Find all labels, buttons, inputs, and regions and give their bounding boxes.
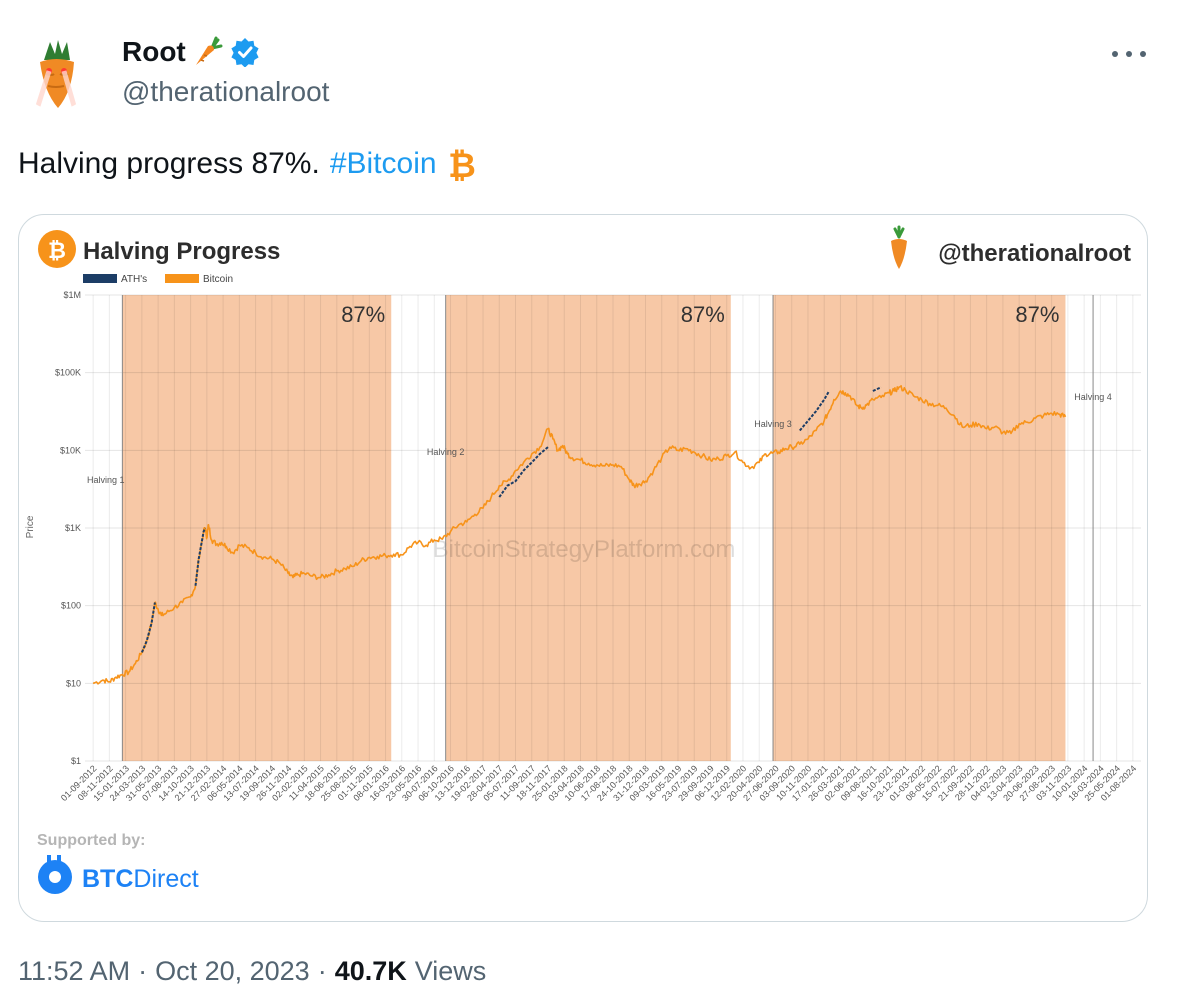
carrot-watermark-icon (891, 225, 907, 269)
carrot-avatar-icon (35, 40, 77, 108)
views-count: 40.7K (334, 956, 407, 986)
post-date[interactable]: Oct 20, 2023 (155, 956, 310, 986)
halving-label: Halving 3 (754, 419, 792, 429)
legend-swatch (83, 274, 117, 283)
bitcoin-logo-glyph: ₿ (48, 239, 66, 264)
views-label: Views (414, 956, 487, 986)
y-axis: $1 $10 $100 $1K $10K $100K $1M (55, 290, 81, 766)
progress-band-label: 87% (681, 302, 725, 327)
y-axis-label: Price (25, 515, 36, 538)
progress-band-label: 87% (341, 302, 385, 327)
tweet-text: Halving progress 87%. #Bitcoin ₿ (18, 146, 477, 182)
legend-swatch (165, 274, 199, 283)
more-dot (1126, 51, 1132, 57)
bitcoin-series-line (92, 385, 1067, 685)
tweet-metadata: 11:52 AM · Oct 20, 2023 · 40.7K Views (18, 956, 486, 987)
y-tick-label: $100 (61, 601, 81, 611)
bitcoin-logo-icon (38, 230, 76, 268)
watermark-handle: @therationalroot (938, 240, 1131, 267)
btcdirect-logo-icon (38, 855, 72, 894)
legend-label: Bitcoin (203, 274, 233, 285)
handle[interactable]: @therationalroot (122, 76, 330, 107)
ath-series-segment (872, 386, 882, 392)
hashtag-link[interactable]: #Bitcoin (329, 147, 437, 180)
x-axis: 01-09-201208-11-201215-01-201324-03-2013… (59, 763, 1138, 803)
legend-label: ATH's (121, 274, 147, 285)
avatar[interactable] (18, 34, 94, 110)
tweet-body: Halving progress 87%. (18, 147, 320, 180)
chart-grid (85, 294, 1141, 762)
ath-series-segment (498, 446, 549, 498)
author-name-row[interactable]: Root (122, 36, 260, 68)
halving-markers: Halving 1 Halving 2 Halving 3 Halving 4 (87, 295, 1112, 761)
ath-series-segment (140, 602, 156, 653)
progress-band-label: 87% (1015, 302, 1059, 327)
sponsor-suffix: Direct (133, 865, 198, 893)
more-options-icon[interactable] (1112, 44, 1146, 64)
progress-band (122, 295, 392, 761)
display-name[interactable]: Root (122, 36, 186, 67)
chart-series (92, 385, 1067, 685)
ath-series-segment (799, 390, 830, 432)
y-tick-label: $1M (63, 290, 81, 300)
supported-by-label: Supported by: (37, 832, 145, 849)
chart-title: Halving Progress (83, 238, 280, 265)
verified-badge-icon[interactable] (230, 37, 260, 67)
bitcoin-icon: ₿ (448, 146, 476, 182)
y-tick-label: $10 (66, 678, 81, 688)
more-dot (1112, 51, 1118, 57)
progress-band (773, 295, 1066, 761)
ath-series-segment (194, 527, 207, 586)
halving-label: Halving 1 (87, 475, 125, 485)
separator-dot: · (317, 956, 327, 986)
progress-bands: 87% 87% 87% (122, 295, 1066, 761)
svg-text:₿: ₿ (448, 146, 476, 182)
y-tick-label: $1K (65, 523, 81, 533)
sponsor-prefix: BTC (82, 865, 133, 893)
separator-dot: · (138, 956, 148, 986)
progress-band (445, 295, 731, 761)
image-card[interactable]: ₿ Halving Progress @therationalroot ATH'… (18, 214, 1148, 922)
site-watermark: BitcoinStrategyPlatform.com (433, 536, 736, 563)
timestamp[interactable]: 11:52 AM (18, 956, 131, 986)
more-dot (1140, 51, 1146, 57)
y-tick-label: $1 (71, 756, 81, 766)
halving-chart: ₿ Halving Progress @therationalroot ATH'… (25, 225, 1141, 894)
y-tick-label: $10K (60, 445, 81, 455)
carrot-emoji (195, 36, 223, 65)
halving-label: Halving 2 (427, 447, 465, 457)
y-tick-label: $100K (55, 368, 81, 378)
chart-legend: ATH's Bitcoin (83, 274, 233, 285)
halving-label: Halving 4 (1074, 392, 1112, 402)
sponsor-name: BTCDirect (82, 865, 199, 893)
